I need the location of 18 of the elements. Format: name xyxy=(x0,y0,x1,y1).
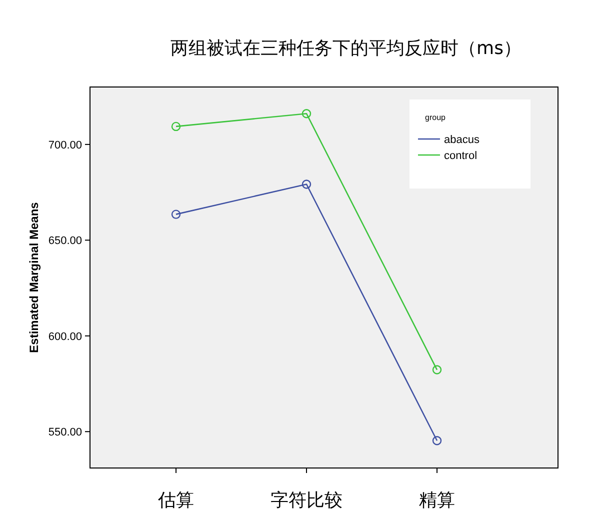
legend-title: group xyxy=(425,113,446,122)
point xyxy=(302,109,312,118)
x-tick-label: 估算 xyxy=(157,490,194,511)
x-tick-label: 精算 xyxy=(419,490,455,511)
legend-label: abacus xyxy=(444,134,480,146)
chart-title: 两组被试在三种任务下的平均反应时（ms） xyxy=(170,38,522,59)
y-tick-label: 700.00 xyxy=(48,139,82,152)
y-tick-label: 600.00 xyxy=(48,330,82,343)
y-axis-title: Estimated Marginal Means xyxy=(27,202,41,353)
x-tick-label: 字符比较 xyxy=(270,490,342,511)
y-tick-label: 550.00 xyxy=(48,426,82,439)
point xyxy=(171,122,181,132)
y-tick-label: 650.00 xyxy=(48,235,82,248)
point xyxy=(171,210,181,219)
legend-label: control xyxy=(444,150,478,162)
point xyxy=(432,436,442,446)
point xyxy=(432,365,442,374)
point xyxy=(302,180,312,189)
